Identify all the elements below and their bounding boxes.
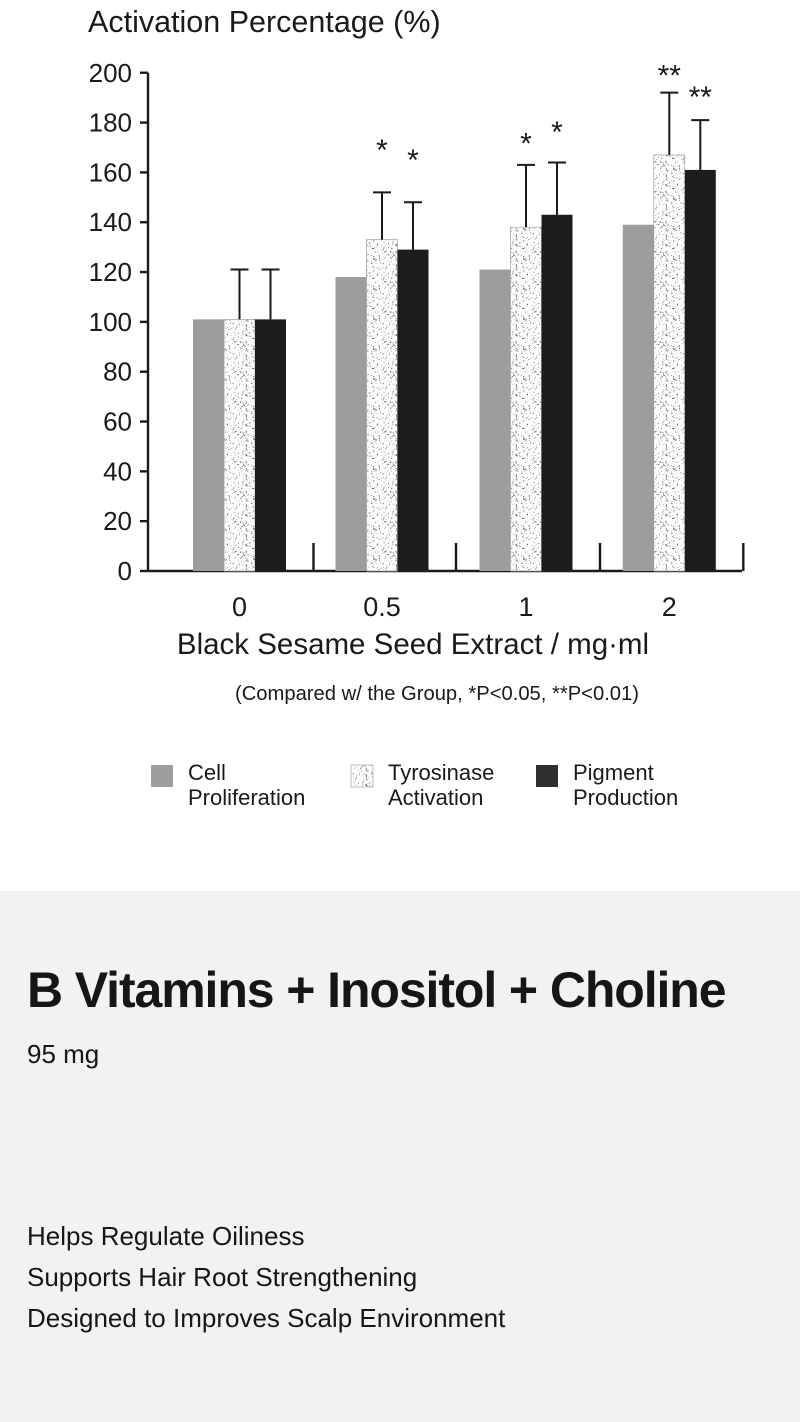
svg-text:2: 2 [662,592,677,622]
svg-text:Tyrosinase: Tyrosinase [388,760,494,785]
svg-text:0.5: 0.5 [363,592,401,622]
svg-text:*: * [520,128,532,161]
svg-text:*: * [376,134,388,167]
svg-text:**: ** [689,81,713,114]
svg-text:200: 200 [89,58,132,88]
svg-text:Pigment: Pigment [573,760,654,785]
svg-text:40: 40 [103,456,132,486]
svg-text:0: 0 [118,556,132,586]
svg-text:Proliferation: Proliferation [188,785,305,810]
svg-text:*: * [407,144,419,177]
svg-text:140: 140 [89,207,132,237]
svg-text:180: 180 [89,108,132,138]
svg-text:Activation: Activation [388,785,483,810]
svg-text:Production: Production [573,785,678,810]
svg-text:0: 0 [232,592,247,622]
svg-text:Cell: Cell [188,760,226,785]
svg-text:60: 60 [103,407,132,437]
svg-text:100: 100 [89,307,132,337]
svg-text:80: 80 [103,357,132,387]
svg-text:Activation Percentage (%): Activation Percentage (%) [88,5,441,39]
svg-text:(Compared w/ the Group, *P<0.0: (Compared w/ the Group, *P<0.05, **P<0.0… [235,683,639,705]
svg-text:120: 120 [89,257,132,287]
svg-text:Black Sesame Seed Extract / mg: Black Sesame Seed Extract / mg·ml [177,628,649,661]
svg-text:**: ** [658,59,682,92]
svg-text:20: 20 [103,506,132,536]
svg-text:1: 1 [518,592,533,622]
svg-text:160: 160 [89,157,132,187]
svg-text:*: * [551,116,563,149]
